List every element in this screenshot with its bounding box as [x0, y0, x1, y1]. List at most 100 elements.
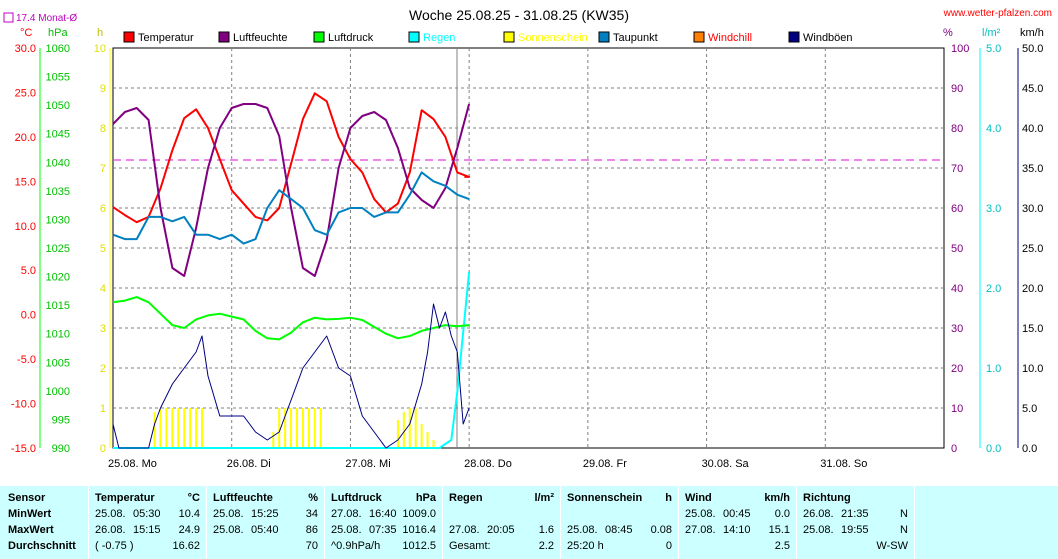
summary-table: Sensor MinWert MaxWert Durchschnitt Temp…: [0, 486, 1058, 559]
legend-item-temperatur: Temperatur: [123, 31, 194, 44]
summary-date: 25.08.: [567, 524, 598, 536]
x-tick-label: 27.08. Mi: [345, 458, 390, 470]
sun-axis-tick-label: 1: [100, 403, 106, 415]
legend-label: Sonnenschein: [518, 32, 588, 44]
wind-axis-tick-label: 0.0: [1022, 443, 1037, 455]
summary-date: 25.08.: [213, 524, 244, 536]
temp-axis-tick-label: 0.0: [21, 310, 36, 322]
summary-date: 25.08.: [685, 508, 716, 520]
sun-axis-unit: h: [97, 27, 103, 39]
summary-value: W-SW: [876, 540, 908, 552]
rain-axis-tick-label: 4.0: [986, 123, 1001, 135]
sun-axis-tick-label: 5: [100, 243, 106, 255]
legend-item-sonnenschein: Sonnenschein: [503, 31, 588, 44]
summary-date: 25:20 h: [567, 540, 604, 552]
temp-axis-tick-label: 10.0: [15, 221, 36, 233]
summary-unit: hPa: [415, 492, 436, 504]
sun-axis-tick-label: 3: [100, 323, 106, 335]
sunshine-bar: [272, 432, 275, 448]
summary-sensor-title: Sensor: [8, 492, 46, 504]
x-tick-label: 29.08. Fr: [583, 458, 627, 470]
sunshine-bar: [313, 408, 316, 448]
summary-time: 19:55: [841, 524, 869, 536]
hum-axis-tick-label: 10: [951, 403, 963, 415]
temp-axis-tick-label: -5.0: [17, 354, 36, 366]
summary-value: 34: [305, 508, 318, 520]
sunshine-bar: [307, 408, 310, 448]
press-axis-tick-label: 1015: [46, 300, 70, 312]
sunshine-bar: [301, 408, 304, 448]
legend-swatch: [408, 31, 420, 43]
summary-unit: h: [665, 492, 672, 504]
summary-title: Sonnenschein: [567, 492, 643, 504]
summary-date: 25.08.: [213, 508, 244, 520]
summary-title: Luftfeuchte: [213, 492, 273, 504]
summary-date: 27.08.: [331, 508, 362, 520]
sun-axis-tick-label: 8: [100, 123, 106, 135]
monthly-avg-icon: [3, 12, 14, 23]
hum-axis-unit: %: [943, 27, 953, 39]
summary-time: 05:40: [251, 524, 279, 536]
hum-axis-tick-label: 50: [951, 243, 963, 255]
legend-item-luftdruck: Luftdruck: [313, 31, 374, 44]
press-axis-tick-label: 1055: [46, 72, 70, 84]
hum-axis-tick-label: 80: [951, 123, 963, 135]
summary-value: 16.62: [172, 540, 200, 552]
summary-row-label: Durchschnitt: [8, 540, 76, 552]
summary-value: 86: [305, 524, 318, 536]
hum-axis-tick-label: 90: [951, 83, 963, 95]
rain-axis-tick-label: 2.0: [986, 283, 1001, 295]
temp-axis-unit: °C: [20, 27, 32, 39]
legend-label: Windböen: [803, 32, 853, 44]
summary-unit: km/h: [764, 492, 790, 504]
temp-axis-tick-label: 15.0: [15, 176, 36, 188]
wind-axis-tick-label: 35.0: [1022, 163, 1043, 175]
summary-value: 24.9: [178, 524, 200, 536]
temp-axis-tick-label: 20.0: [15, 132, 36, 144]
summary-value: 1.6: [538, 524, 554, 536]
temp-axis-tick-label: 5.0: [21, 265, 36, 277]
legend-item-taupunkt: Taupunkt: [598, 31, 658, 44]
sunshine-bar: [319, 408, 322, 448]
summary-value: 2.5: [774, 540, 790, 552]
summary-time: 15:15: [133, 524, 161, 536]
series-windböen: [112, 303, 470, 449]
legend-label: Temperatur: [138, 32, 194, 44]
summary-value: 0: [665, 540, 672, 552]
summary-time: 08:45: [605, 524, 633, 536]
summary-sensor: Sensor MinWert MaxWert Durchschnitt: [0, 486, 88, 559]
legend-label: Windchill: [708, 32, 752, 44]
summary-date: 27.08.: [685, 524, 716, 536]
press-axis-tick-label: 990: [52, 443, 70, 455]
sun-axis-tick-label: 6: [100, 203, 106, 215]
summary-title: Richtung: [803, 492, 851, 504]
summary-date: 25.08.: [331, 524, 362, 536]
sunshine-bar: [153, 412, 156, 448]
hum-axis-tick-label: 40: [951, 283, 963, 295]
rain-series: [113, 271, 471, 449]
sunshine-bar: [426, 432, 429, 448]
press-axis-tick-label: 1005: [46, 357, 70, 369]
wind-axis-tick-label: 40.0: [1022, 123, 1043, 135]
legend-label: Luftfeuchte: [233, 32, 287, 44]
wind-axis-tick-label: 30.0: [1022, 203, 1043, 215]
summary-title: Wind: [685, 492, 712, 504]
x-tick-label: 25.08. Mo: [108, 458, 157, 470]
legend-swatch: [313, 31, 325, 43]
legend-swatch: [598, 31, 610, 43]
series-taupunkt: [112, 171, 470, 245]
wind-axis-tick-label: 45.0: [1022, 83, 1043, 95]
summary-date: ^0.9hPa/h: [331, 540, 381, 552]
legend-swatch: [218, 31, 230, 43]
sunshine-bar: [396, 420, 399, 448]
x-tick-label: 28.08. Do: [464, 458, 512, 470]
press-axis-tick-label: 1035: [46, 186, 70, 198]
press-axis-tick-label: 1020: [46, 272, 70, 284]
press-axis-tick-label: 995: [52, 414, 70, 426]
legend-item-luftfeuchte: Luftfeuchte: [218, 31, 287, 44]
summary-row-label: MinWert: [8, 508, 52, 520]
hum-axis-tick-label: 20: [951, 363, 963, 375]
site-url: www.wetter-pfalzen.com: [943, 8, 1052, 19]
summary-value: 2.2: [538, 540, 554, 552]
wind-axis-tick-label: 10.0: [1022, 363, 1043, 375]
